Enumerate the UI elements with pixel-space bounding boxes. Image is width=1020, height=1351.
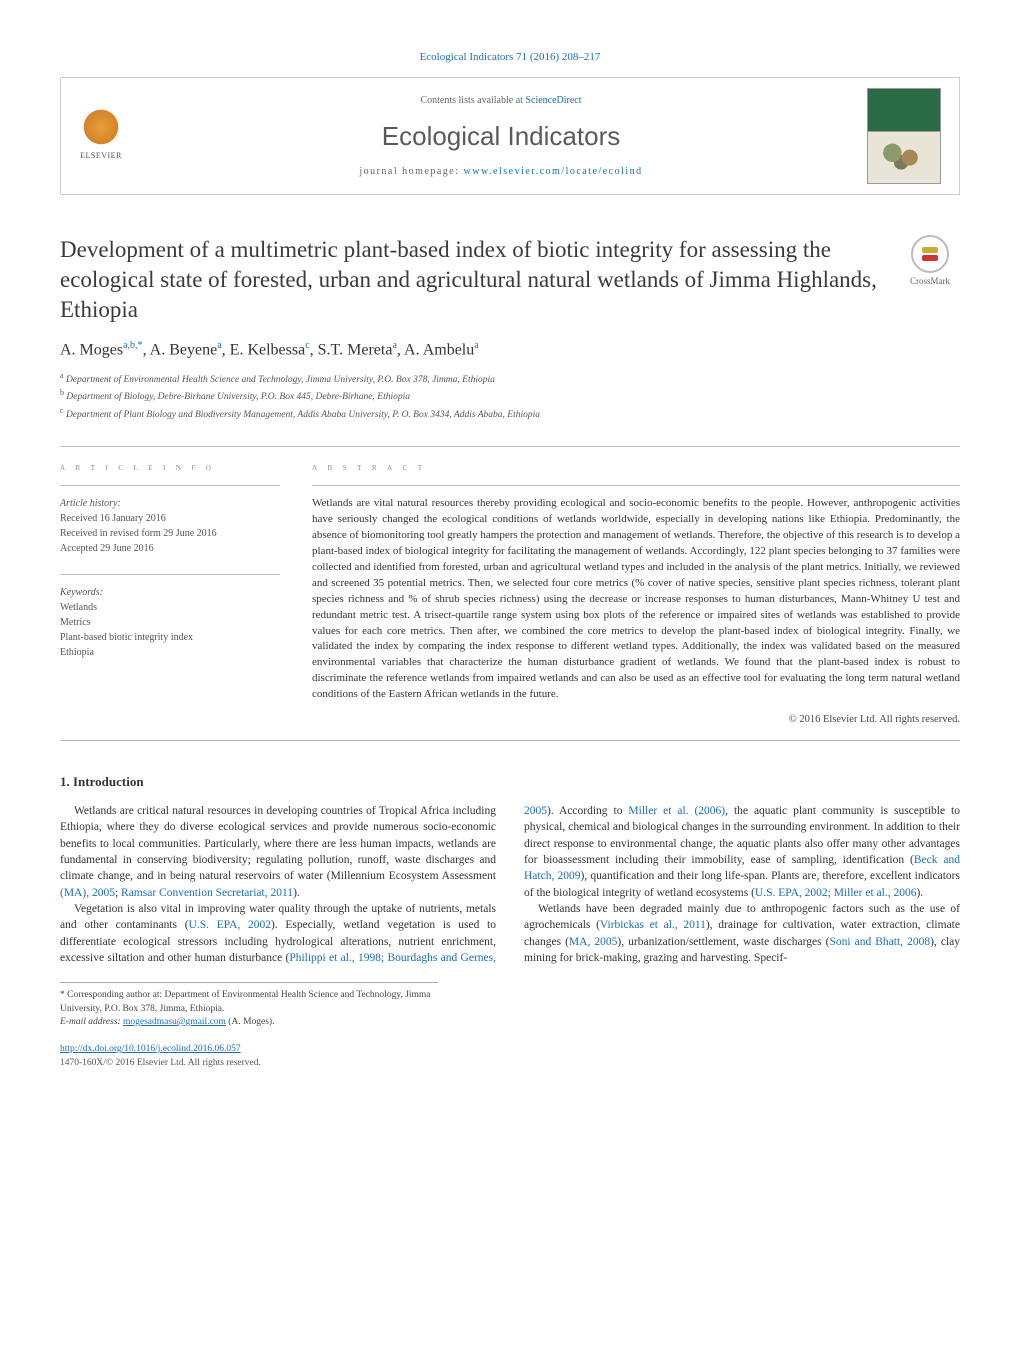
issn-copyright: 1470-160X/© 2016 Elsevier Ltd. All right… [60,1058,261,1068]
article-info-label: a r t i c l e i n f o [60,461,280,475]
crossmark-label: CrossMark [910,275,950,288]
keywords-label: Keywords: [60,585,280,600]
page-root: Ecological Indicators 71 (2016) 208–217 … [0,0,1020,1110]
article-info-column: a r t i c l e i n f o Article history: R… [60,461,280,728]
journal-citation: Ecological Indicators 71 (2016) 208–217 [60,50,960,65]
footnotes-block: * Corresponding author at: Department of… [60,982,438,1029]
elsevier-tree-icon [81,107,121,147]
author-email-link[interactable]: mogesadmasu@gmail.com [123,1017,226,1027]
keywords-block: Keywords: Wetlands Metrics Plant-based b… [60,585,280,660]
abstract-label: a b s t r a c t [312,461,960,475]
journal-homepage-link[interactable]: www.elsevier.com/locate/ecolind [464,166,643,177]
keyword-2: Metrics [60,617,91,628]
email-who: (A. Moges). [226,1017,275,1027]
history-received: Received 16 January 2016 [60,513,166,524]
publisher-name: ELSEVIER [80,150,122,161]
keywords-divider [60,574,280,575]
journal-cover-icon [867,88,941,184]
elsevier-logo-icon: ELSEVIER [75,107,127,165]
abstract-column: a b s t r a c t Wetlands are vital natur… [312,461,960,728]
section-heading-intro: 1. Introduction [60,773,960,791]
divider-top [60,446,960,447]
contents-available-line: Contents lists available at ScienceDirec… [135,94,867,108]
abstract-text: Wetlands are vital natural resources the… [312,496,960,703]
publisher-logo-block: ELSEVIER [75,107,135,165]
info-divider [60,485,280,486]
keyword-3: Plant-based biotic integrity index [60,632,193,643]
history-revised: Received in revised form 29 June 2016 [60,528,217,539]
keyword-1: Wetlands [60,602,97,613]
affiliations-block: a Department of Environmental Health Sci… [60,370,960,422]
keyword-4: Ethiopia [60,647,94,658]
email-line: E-mail address: mogesadmasu@gmail.com (A… [60,1016,438,1029]
journal-title: Ecological Indicators [135,118,867,154]
body-two-column: Wetlands are critical natural resources … [60,803,960,966]
article-title: Development of a multimetric plant-based… [60,235,900,325]
crossmark-icon [911,235,949,273]
journal-header-box: ELSEVIER Contents lists available at Sci… [60,77,960,195]
homepage-prefix: journal homepage: [359,166,463,177]
email-label: E-mail address: [60,1017,123,1027]
doi-link[interactable]: http://dx.doi.org/10.1016/j.ecolind.2016… [60,1044,241,1054]
article-history: Article history: Received 16 January 201… [60,496,280,556]
contents-prefix: Contents lists available at [420,95,525,106]
title-block: Development of a multimetric plant-based… [60,235,960,325]
history-accepted: Accepted 29 June 2016 [60,543,154,554]
abstract-copyright: © 2016 Elsevier Ltd. All rights reserved… [312,713,960,728]
page-footer: http://dx.doi.org/10.1016/j.ecolind.2016… [60,1043,960,1070]
info-abstract-row: a r t i c l e i n f o Article history: R… [60,461,960,728]
cover-thumbnail-block [867,88,945,184]
history-label: Article history: [60,498,121,509]
abstract-divider [312,485,960,486]
crossmark-badge[interactable]: CrossMark [900,235,960,288]
journal-header-center: Contents lists available at ScienceDirec… [135,94,867,178]
divider-bottom [60,740,960,741]
sciencedirect-link[interactable]: ScienceDirect [525,95,581,106]
authors-line: A. Mogesa,b,*, A. Beyenea, E. Kelbessac,… [60,339,960,362]
journal-homepage-line: journal homepage: www.elsevier.com/locat… [135,165,867,179]
corresponding-author-note: * Corresponding author at: Department of… [60,989,438,1016]
